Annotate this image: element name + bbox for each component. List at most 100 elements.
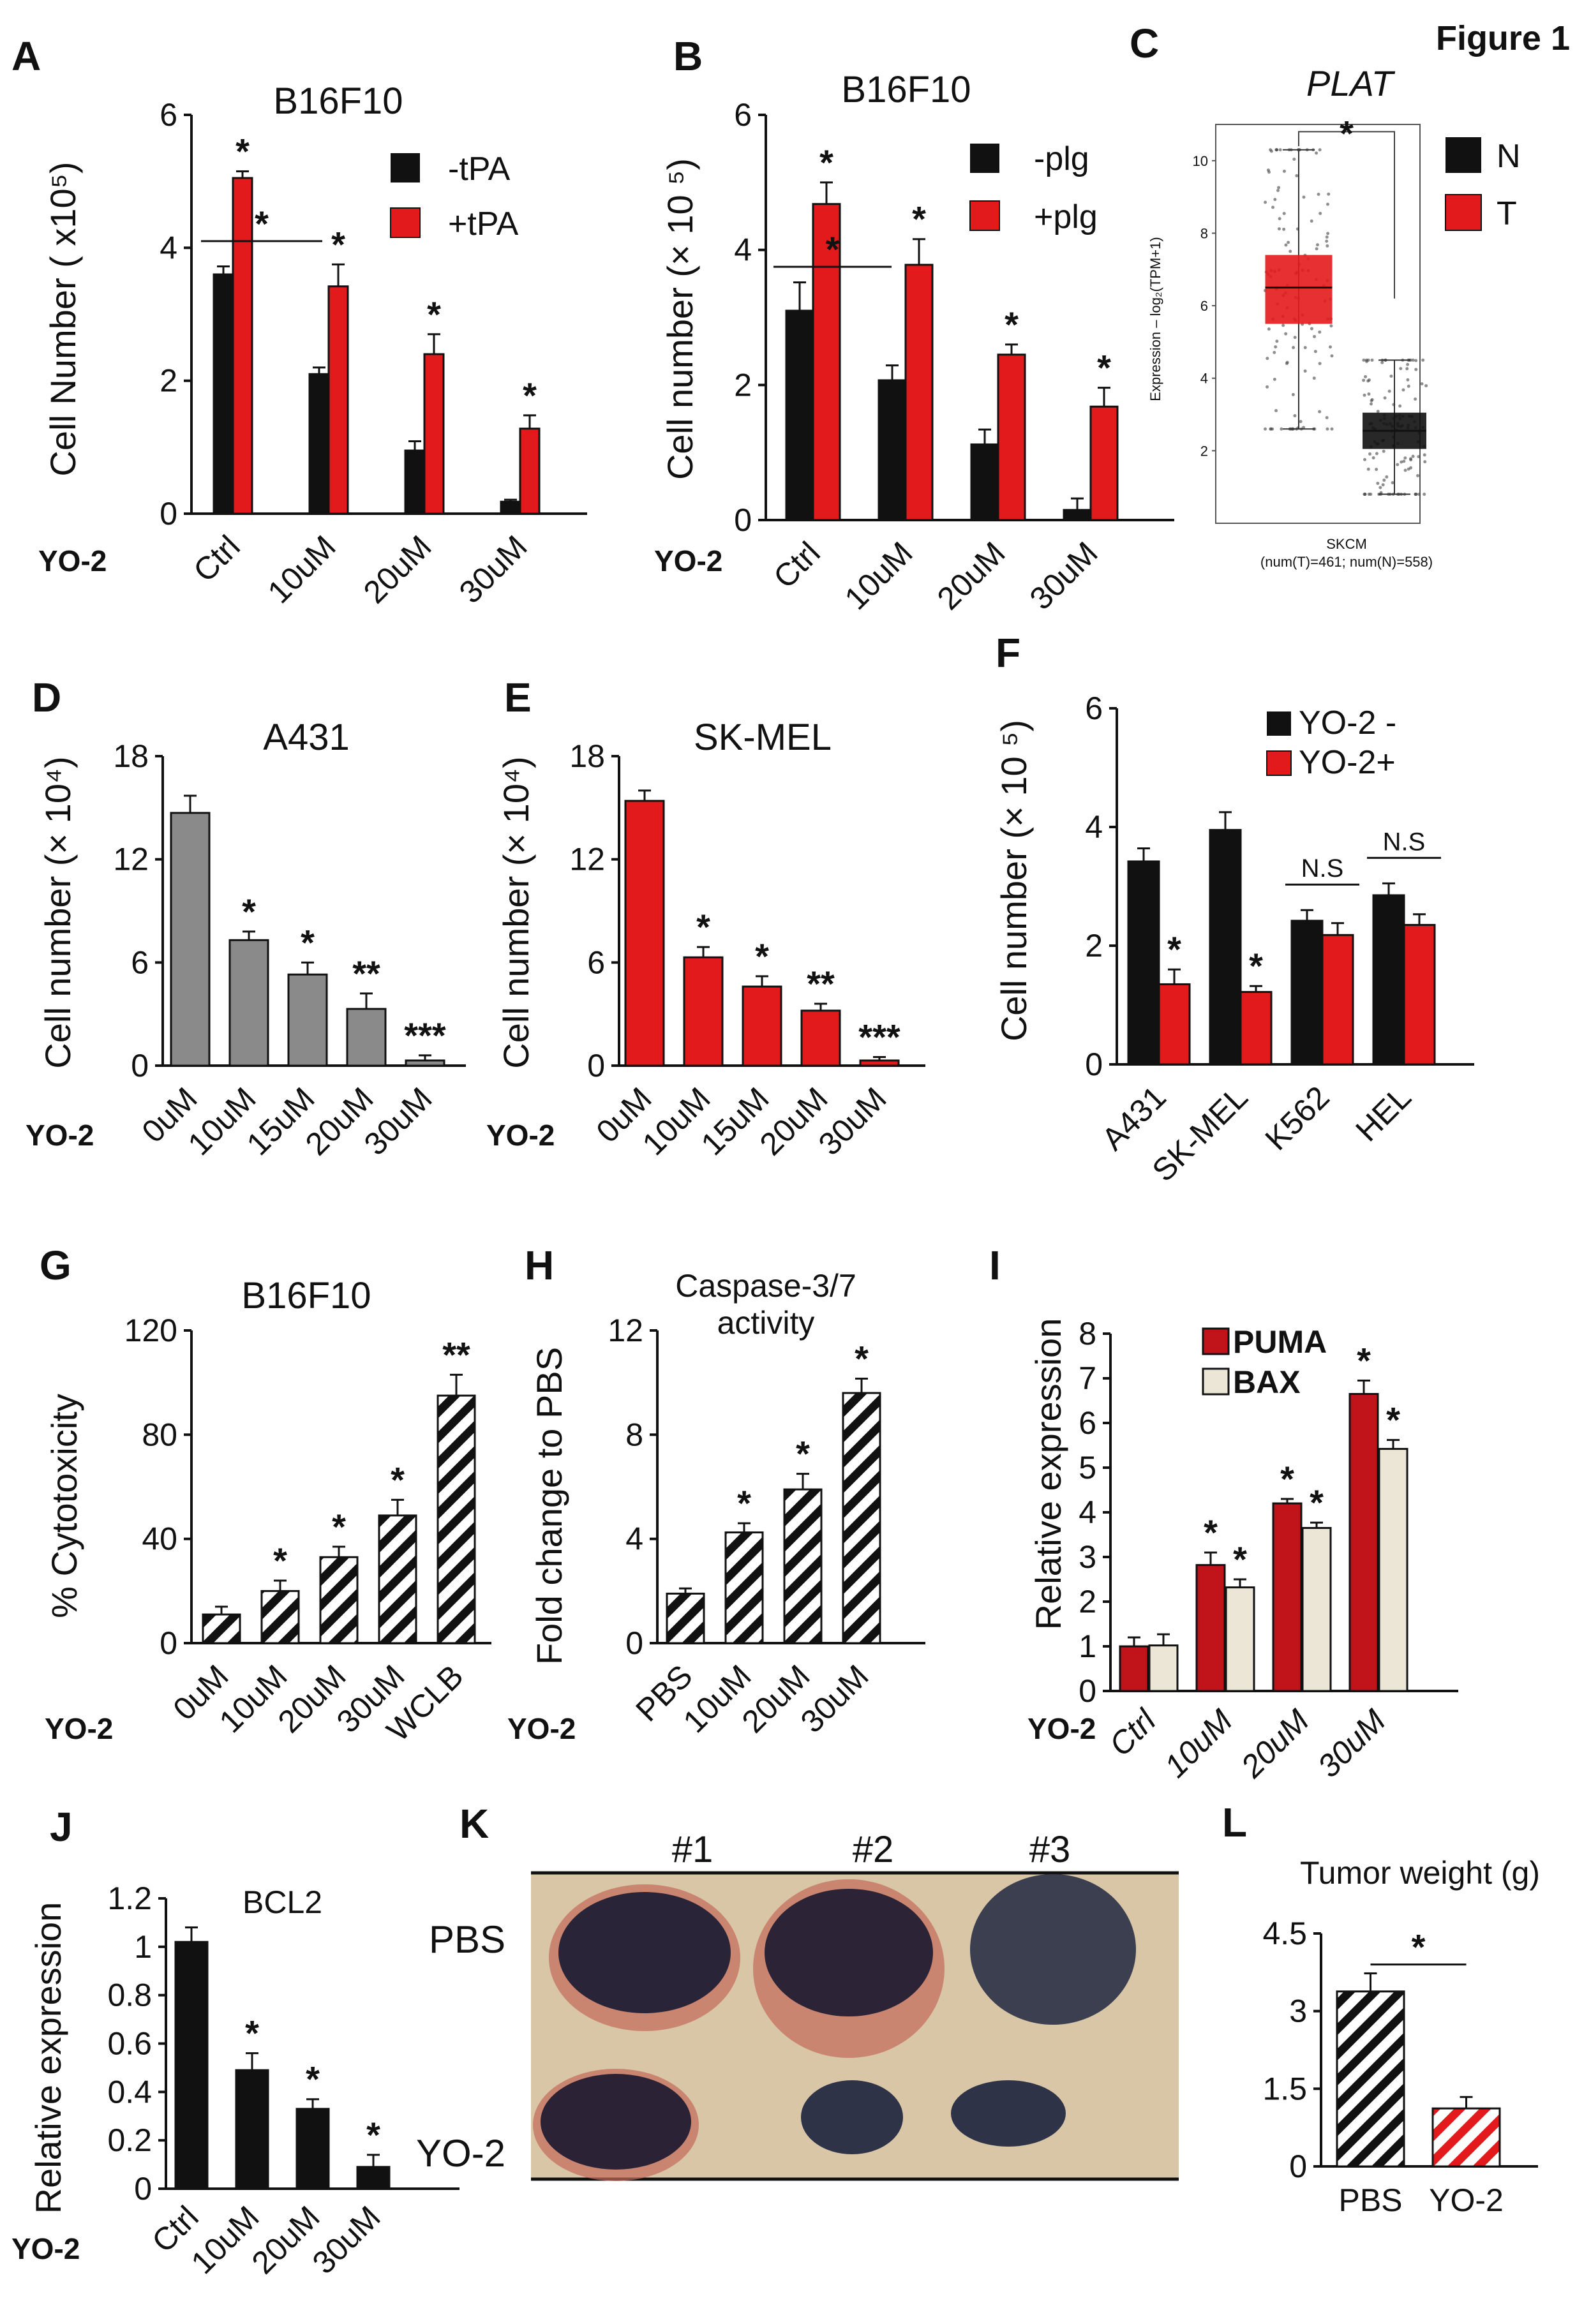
bracket-star: *: [826, 229, 840, 269]
significance-star: *: [912, 199, 926, 239]
y-tick-label: 5: [1079, 1450, 1096, 1486]
data-point: [1376, 481, 1380, 485]
data-point: [1326, 232, 1330, 235]
bar-YO2-K562: [1321, 934, 1354, 1066]
bar-YO2-30uM: [859, 1059, 900, 1067]
data-point: [1383, 396, 1387, 400]
y-tick-label: 8: [1079, 1316, 1096, 1352]
x-tick-label: 20uM: [930, 535, 1012, 616]
bar-YO2-SK-MEL: [1239, 991, 1273, 1066]
legend-swatch-puma: [1202, 1327, 1230, 1355]
x-tick-label: 20uM: [299, 1080, 380, 1162]
bar-YO2-20uM: [346, 1008, 387, 1067]
bar-PUMA-10uM: [1195, 1564, 1226, 1692]
significance-star: *: [306, 2059, 320, 2099]
y-tick-label: 4: [1200, 371, 1208, 387]
data-point: [1364, 358, 1368, 362]
panel-a-ylabel: Cell Number ( x10⁵): [43, 161, 83, 476]
data-point: [1302, 195, 1306, 199]
bar-PUMA-20uM: [1272, 1502, 1303, 1692]
data-point: [1387, 389, 1391, 393]
bar-plg-30uM: [1089, 405, 1119, 521]
data-point: [1362, 378, 1366, 382]
y-tick-label: 8: [625, 1417, 643, 1452]
data-point: [1278, 217, 1281, 221]
x-tick-label: 30uM: [794, 1658, 876, 1739]
data-point: [1310, 219, 1313, 223]
legend-label-pos-plg: +plg: [1034, 198, 1098, 235]
data-point: [1287, 241, 1290, 244]
x-tick-label: 30uM: [1311, 1702, 1393, 1784]
data-point: [1407, 467, 1410, 471]
y-tick-label: 6: [1079, 1405, 1096, 1441]
y-tick-label: 40: [142, 1521, 177, 1557]
y-tick-label: 7: [1079, 1360, 1096, 1396]
x-tick-label: YO-2: [1429, 2182, 1504, 2218]
panel-g-title: B16F10: [241, 1275, 371, 1316]
bar-YO2-30uM: [842, 1392, 881, 1644]
data-point: [1280, 427, 1283, 431]
panel-g-treatment-label: YO-2: [45, 1712, 113, 1745]
significance-star: *: [301, 922, 315, 962]
y-tick-label: 6: [1085, 690, 1103, 726]
bar-BCL2-10uM: [235, 2069, 269, 2190]
x-tick-label: K562: [1259, 1079, 1336, 1157]
panel-label-j: J: [50, 1804, 73, 1850]
data-point: [1284, 332, 1288, 336]
legend-label-t: T: [1497, 195, 1517, 232]
panel-label-b: B: [673, 33, 703, 79]
x-tick-label: 15uM: [694, 1080, 776, 1162]
data-point: [1423, 453, 1426, 457]
bar-tPA-Ctrl: [232, 177, 253, 515]
legend-label-bax: BAX: [1233, 1364, 1301, 1400]
significance-star: ***: [858, 1017, 900, 1057]
bar-YO2-A431: [1127, 860, 1160, 1066]
data-point: [1414, 359, 1418, 362]
bracket-star: *: [1412, 1927, 1426, 1967]
data-point: [1367, 378, 1371, 382]
significance-star: *: [1204, 1512, 1218, 1553]
data-point: [1285, 361, 1289, 364]
significance-star: *: [242, 891, 256, 932]
panel-h: H Caspase-3/7 activity Fold change to PB…: [507, 1242, 925, 1745]
panel-h-title: Caspase-3/7: [675, 1268, 856, 1304]
data-point: [1302, 426, 1306, 429]
panel-label-l: L: [1222, 1799, 1247, 1845]
data-point: [1414, 397, 1417, 401]
data-point: [1379, 491, 1383, 495]
significance-star: ***: [404, 1015, 446, 1055]
legend-swatch-pos-plg: [969, 200, 1000, 231]
data-point: [1398, 404, 1402, 408]
legend-label-n: N: [1497, 138, 1521, 175]
panel-c-title: PLAT: [1306, 63, 1396, 103]
bar-YO2-10uM: [228, 939, 269, 1067]
data-point: [1299, 420, 1303, 424]
data-point: [1370, 358, 1374, 362]
y-tick-label: 0: [134, 2171, 152, 2207]
bar-tPA-30uM: [519, 428, 541, 515]
significance-star: *: [332, 1507, 346, 1547]
significance-star: *: [427, 294, 441, 334]
y-tick-label: 4: [160, 230, 177, 265]
panel-g-ylabel: % Cytotoxicity: [44, 1394, 84, 1618]
significance-star: *: [1167, 929, 1181, 969]
legend-swatch-pos-tpa: [390, 207, 421, 238]
panel-label-i: I: [989, 1242, 1001, 1288]
x-tick-label: 15uM: [240, 1080, 322, 1162]
bar-BCL2-30uM: [356, 2166, 391, 2190]
legend-label-neg-plg: -plg: [1034, 140, 1089, 177]
data-point: [1382, 449, 1386, 453]
data-point: [1273, 350, 1276, 354]
panel-c-xlabel: SKCM: [1326, 536, 1367, 552]
data-point: [1406, 362, 1410, 366]
bar-tPA-10uM: [327, 285, 349, 515]
panel-label-a: A: [11, 33, 41, 79]
panel-h-ylabel: Fold change to PBS: [529, 1347, 569, 1665]
data-point: [1295, 174, 1299, 177]
bar-YO2-15uM: [742, 985, 782, 1067]
y-tick-label: 6: [587, 944, 605, 980]
x-tick-label: 30uM: [357, 1080, 439, 1162]
data-point: [1315, 243, 1319, 247]
data-point: [1318, 362, 1322, 366]
y-tick-label: 4: [625, 1521, 643, 1557]
